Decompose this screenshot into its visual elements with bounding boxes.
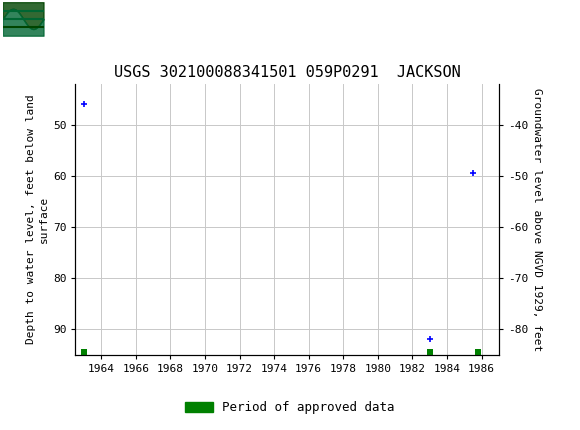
Bar	[5, 5, 42, 33]
Y-axis label: Depth to water level, feet below land
surface: Depth to water level, feet below land su…	[26, 95, 49, 344]
Text: USGS: USGS	[3, 10, 71, 28]
Legend: Period of approved data: Period of approved data	[180, 396, 400, 419]
Title: USGS 302100088341501 059P0291  JACKSON: USGS 302100088341501 059P0291 JACKSON	[114, 65, 461, 80]
Y-axis label: Groundwater level above NGVD 1929, feet: Groundwater level above NGVD 1929, feet	[532, 88, 542, 351]
